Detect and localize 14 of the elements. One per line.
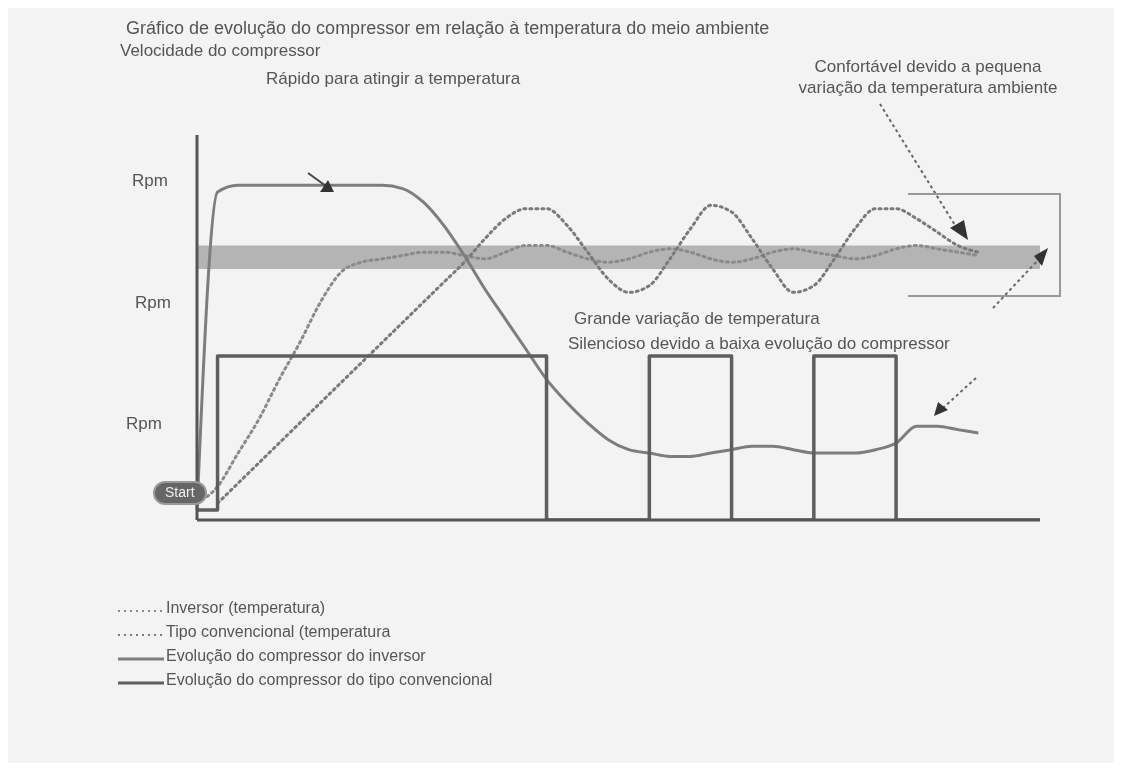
chart-title: Gráfico de evolução do compressor em relação à temperatura do meio ambiente	[126, 18, 770, 39]
annotation: Grande variação de temperatura	[574, 308, 820, 330]
text: Rpm	[135, 292, 171, 314]
text: Rpm	[126, 413, 162, 435]
legend-label: Evolução do compressor do inversor	[166, 647, 426, 665]
text: Confortável devido a pequena variação da temperatura ambiente	[797, 56, 1059, 99]
text: Velocidade do compressor	[120, 40, 321, 62]
text: Rpm	[132, 170, 168, 192]
legend-label: Evolução do compressor do tipo convencional	[166, 671, 493, 689]
annotation: Silencioso devido a baixa evolução do compressor	[568, 333, 950, 355]
text: Rápido para atingir a temperatura	[266, 68, 521, 90]
text: Start	[153, 481, 207, 505]
legend-label: Inversor (temperatura)	[166, 599, 326, 617]
legend-label: Tipo convencional (temperatura	[166, 623, 391, 641]
